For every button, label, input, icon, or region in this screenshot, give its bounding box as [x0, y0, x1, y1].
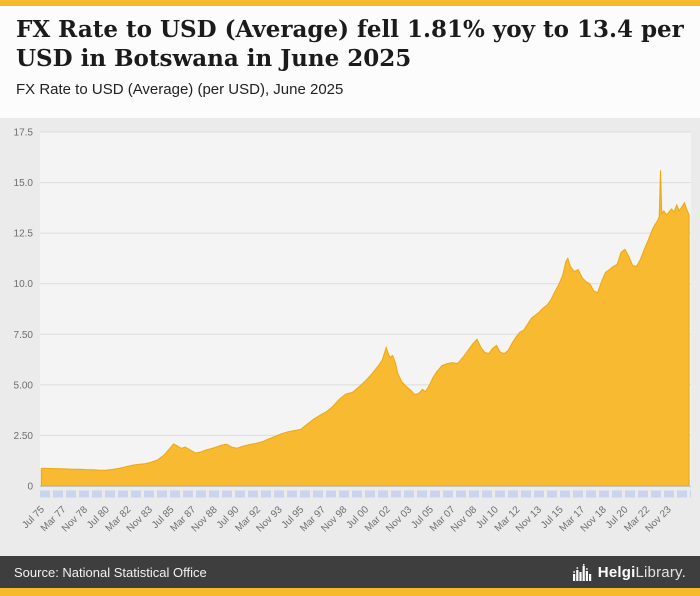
y-axis-label: 2.50: [14, 431, 34, 442]
chart-header: FX Rate to USD (Average) fell 1.81% yoy …: [0, 6, 700, 118]
y-axis-label: 0: [27, 482, 33, 493]
helgi-building-icon: [572, 563, 591, 581]
logo-text-library: Library.: [635, 563, 686, 581]
top-accent-bar: [0, 0, 700, 6]
chart-title: FX Rate to USD (Average) fell 1.81% yoy …: [16, 16, 684, 72]
logo-text-helgi: Helgi: [597, 563, 636, 581]
helgi-library-logo[interactable]: HelgiLibrary.: [572, 563, 686, 581]
chart-subtitle: FX Rate to USD (Average) (per USD), June…: [16, 80, 344, 98]
y-axis-label: 5.00: [14, 380, 34, 391]
y-axis-label: 10.0: [14, 279, 34, 290]
footer-bar: Source: National Statistical Office Helg…: [0, 556, 700, 588]
bottom-accent-bar: [0, 588, 700, 596]
y-axis-label: 7.50: [14, 330, 34, 341]
y-axis-label: 12.5: [14, 229, 34, 240]
chart-area[interactable]: 0 2.50 5.00 7.50 10.0 12.5 15.0 17.5 Jul 75 Mar 7…: [0, 118, 700, 556]
y-axis-label: 17.5: [14, 128, 34, 139]
y-axis-label: 15.0: [14, 178, 34, 189]
source-label: Source: National Statistical Office: [14, 564, 207, 580]
logo-text: HelgiLibrary.: [598, 564, 686, 581]
area-series[interactable]: [40, 170, 690, 487]
